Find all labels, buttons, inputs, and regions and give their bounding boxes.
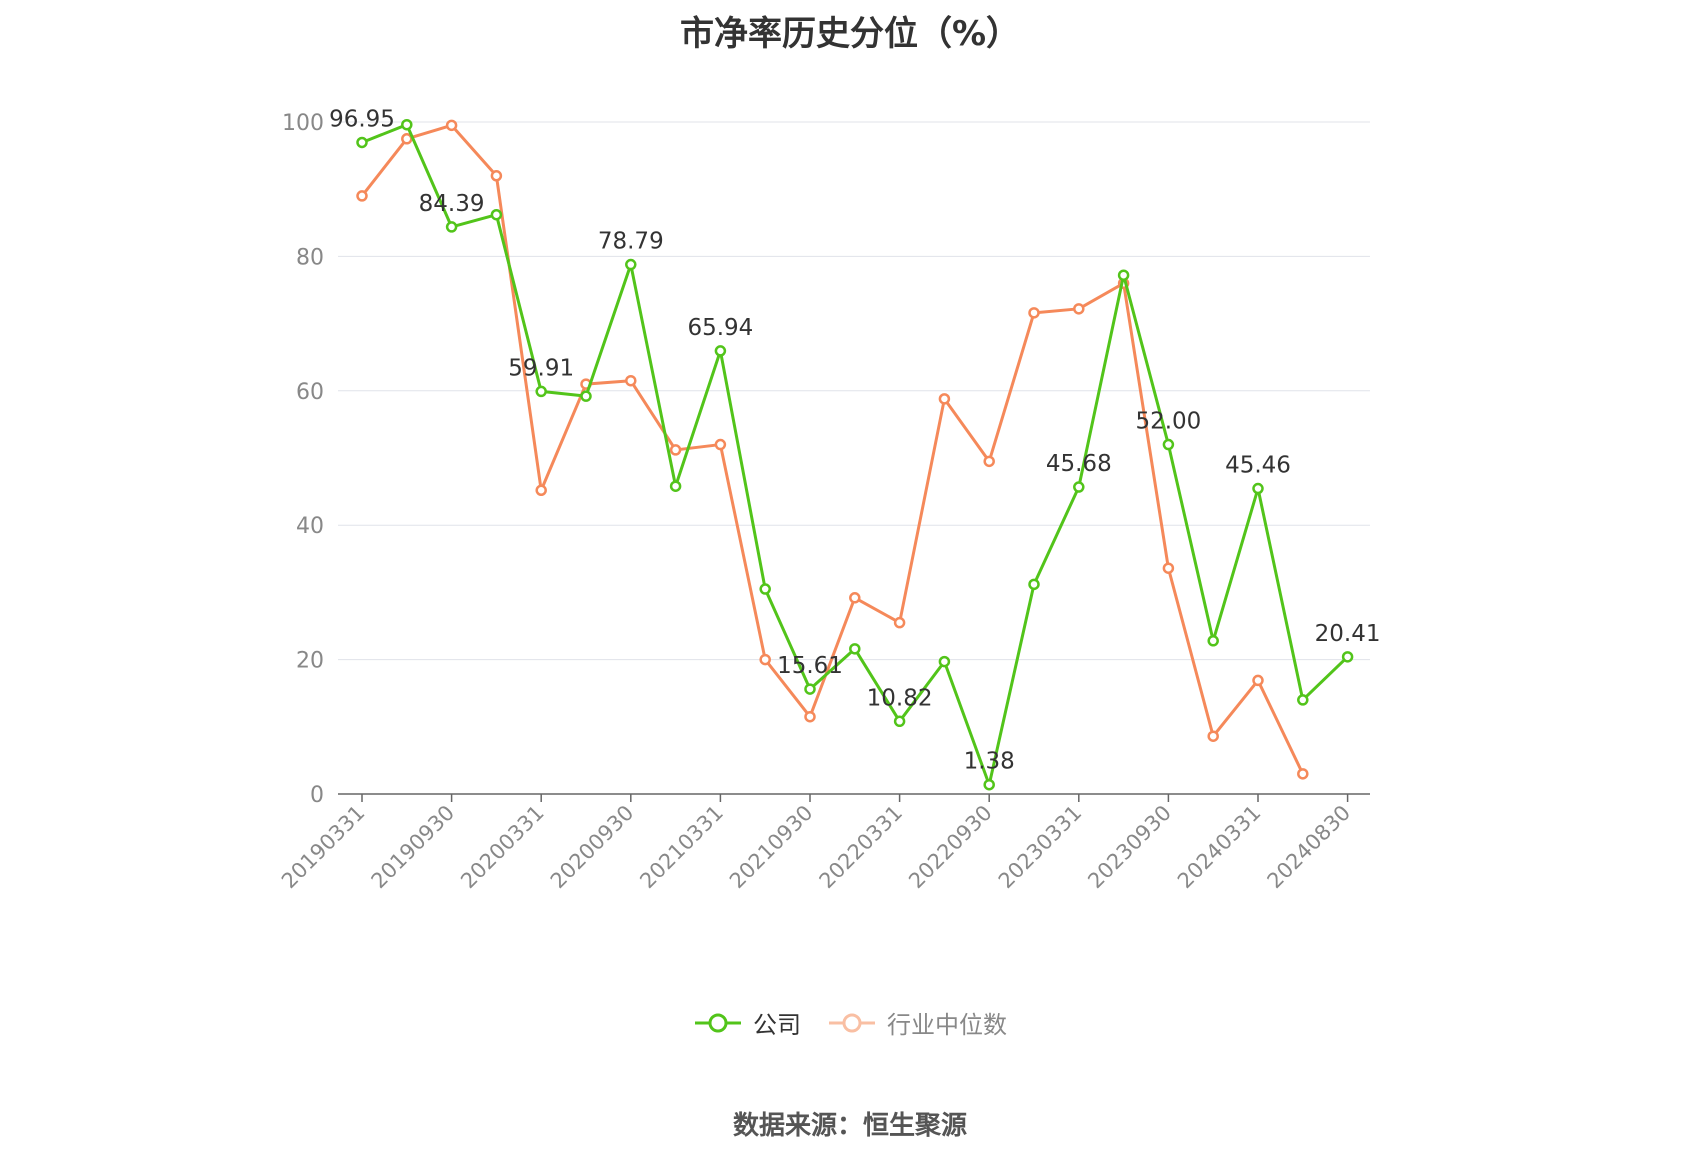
y-tick-label: 100 [282,111,324,136]
company-point [1162,438,1175,451]
data-label: 65.94 [687,315,753,341]
company-point [1207,635,1219,647]
x-tick-label: 20200930 [546,801,639,894]
data-label: 84.39 [419,191,485,217]
legend: 公司 行业中位数 [0,1005,1700,1040]
data-label: 59.91 [508,355,574,381]
legend-item-company[interactable]: 公司 [693,1005,801,1040]
company-point [401,118,413,131]
x-tick-label: 20230331 [994,801,1087,894]
y-axis: 0 20 40 60 80 100 [282,111,324,808]
chart-title: 市净率历史分位（%） [679,14,1021,54]
company-point [714,345,727,357]
company-point [669,480,682,492]
industry-point [938,393,951,405]
industry-point [1073,303,1085,315]
industry-point [669,444,682,456]
x-axis: 2019033120190930202003312020093020210331… [277,793,1370,894]
data-label: 20.41 [1315,621,1381,647]
x-tick-label: 20220930 [904,801,997,894]
industry-point [849,592,861,604]
data-label: 45.68 [1046,451,1112,477]
industry-point [1207,730,1219,742]
company-point [804,683,816,695]
company-point [1117,269,1130,281]
y-tick-label: 20 [296,649,324,674]
data-label: 15.61 [777,653,843,679]
industry-point [356,190,368,202]
industry-point [893,616,906,629]
x-tick-label: 20240331 [1173,801,1266,894]
company-point [356,136,368,149]
company-point [625,258,637,271]
grid-lines [338,121,1370,661]
data-label: 45.46 [1225,453,1291,479]
industry-point [1252,674,1264,687]
industry-point [401,133,413,145]
industry-point [983,455,995,468]
industry-point [759,653,771,666]
company-point [535,385,547,398]
company-point [580,390,592,402]
company-point [1028,578,1040,591]
y-tick-label: 60 [296,380,324,405]
company-point [893,715,906,728]
industry-point [490,170,503,182]
company-point [1073,481,1085,493]
company-point [1252,482,1264,495]
industry-point [1297,768,1309,780]
y-tick-label: 80 [296,245,324,270]
legend-company-marker [695,1013,741,1032]
company-point [849,643,861,655]
industry-point [445,119,458,132]
x-tick-label: 20190930 [367,801,460,894]
x-tick-label: 20200331 [456,801,549,894]
company-point [759,583,771,595]
x-tick-label: 20230930 [1083,801,1176,894]
data-labels: 96.95 84.39 59.91 78.79 65.94 15.61 10.82 1.38 4… [329,106,1380,774]
series-line-industry [360,123,1305,775]
data-label: 78.79 [598,229,664,255]
company-point [1297,694,1309,706]
x-tick-label: 20220331 [815,801,908,894]
industry-point [714,438,727,451]
data-label: 52.00 [1135,409,1201,435]
company-point [445,221,458,233]
y-tick-label: 0 [310,783,324,808]
legend-industry-label: 行业中位数 [887,1011,1007,1039]
x-tick-label: 20240830 [1263,801,1356,894]
legend-item-industry[interactable]: 行业中位数 [827,1005,1007,1040]
data-label: 10.82 [867,685,933,711]
legend-company-label: 公司 [753,1011,801,1039]
company-point [983,778,995,791]
industry-point [535,484,547,497]
y-tick-label: 40 [296,514,324,539]
source-note: 数据来源：恒生聚源 [732,1111,967,1141]
x-tick-label: 20190331 [277,801,370,894]
industry-point [1162,562,1175,574]
company-point [490,208,503,221]
x-tick-label: 20210331 [635,801,728,894]
data-label: 96.95 [329,106,395,132]
legend-industry-marker [829,1013,875,1032]
data-label: 1.38 [964,749,1015,775]
company-point [938,655,951,668]
x-tick-label: 20210930 [725,801,818,894]
industry-point [625,374,637,387]
industry-point [1028,307,1040,319]
industry-point [804,710,816,723]
company-point [1341,651,1354,663]
series-layer [356,118,1354,791]
